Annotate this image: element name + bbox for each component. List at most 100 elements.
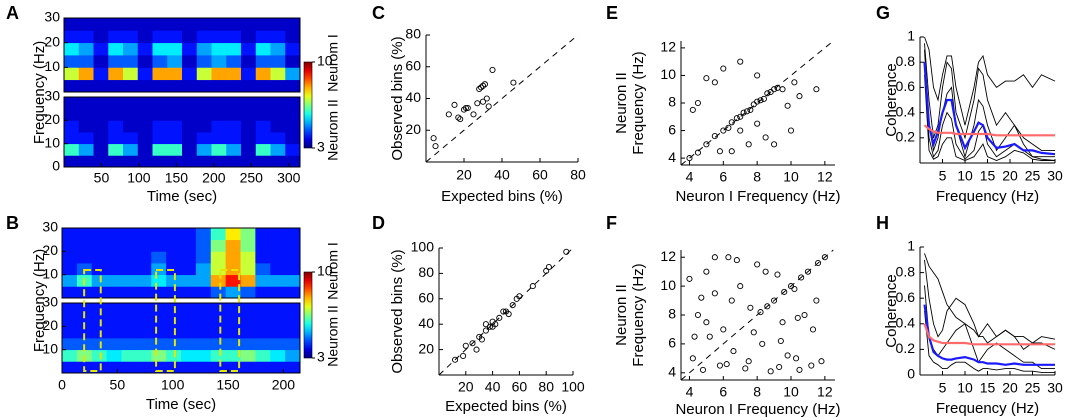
scatter-point xyxy=(813,297,820,304)
heatmap-cell xyxy=(167,30,183,44)
x-tick-label: 300 xyxy=(277,170,301,186)
heatmap-cell xyxy=(195,314,212,327)
y-tick-label: 10 xyxy=(44,58,60,74)
scatter-point xyxy=(733,115,740,122)
heatmap-cell xyxy=(240,361,256,374)
x-tick-label: 150 xyxy=(216,377,240,393)
heatmap-cell xyxy=(241,42,257,56)
heatmap-cell xyxy=(64,42,80,56)
x-tick-label: 100 xyxy=(561,379,585,395)
y-tick-label: 0.2 xyxy=(896,340,916,356)
x-axis-label: Time (sec) xyxy=(146,396,216,413)
x-tick-label: 20 xyxy=(458,379,474,395)
y-axis-label: Neuron II xyxy=(613,72,630,134)
y-tick-label: 0.8 xyxy=(896,263,916,279)
x-tick-label: 100 xyxy=(127,170,151,186)
y-tick-label: 6 xyxy=(668,335,676,351)
panel-label: D xyxy=(372,213,385,233)
y-tick-label: 8 xyxy=(668,306,676,322)
heatmap-cell xyxy=(210,303,227,316)
heatmap-cell xyxy=(210,228,227,241)
heatmap-cell xyxy=(108,55,124,68)
y-axis-label: Frequency (Hz) xyxy=(31,249,48,352)
x-tick-label: 10 xyxy=(957,380,973,396)
heatmap-cell xyxy=(121,338,137,351)
heatmap-cell xyxy=(62,303,78,316)
series-line xyxy=(923,124,1055,137)
heatmap-cell xyxy=(78,18,94,31)
plot-frame xyxy=(63,96,301,168)
scatter-point xyxy=(686,275,693,282)
heatmap-cell xyxy=(285,349,301,362)
heatmap-cell xyxy=(255,97,271,110)
heatmap-cell xyxy=(182,79,198,93)
series-line xyxy=(924,74,1055,161)
heatmap-cell xyxy=(151,286,167,299)
y-tick-label: 8 xyxy=(668,94,676,110)
scatter-point xyxy=(796,366,803,373)
heatmap-cell xyxy=(255,108,271,121)
scatter-point xyxy=(796,93,803,100)
heatmap-cell xyxy=(255,55,271,68)
heatmap-cell xyxy=(152,143,168,156)
heatmap-cell xyxy=(166,314,182,327)
series-line xyxy=(923,62,1056,156)
heatmap-cell xyxy=(195,338,212,351)
heatmap-cell xyxy=(106,338,122,351)
heatmap-cell xyxy=(137,108,153,121)
scatter-point xyxy=(457,116,464,123)
heatmap-cell xyxy=(91,274,108,287)
heatmap-cell xyxy=(241,18,257,31)
y-tick-label: 100 xyxy=(411,239,435,255)
heatmap-cell xyxy=(270,228,286,241)
scatter-point xyxy=(793,355,800,362)
x-tick-label: 200 xyxy=(202,170,226,186)
heatmap-cell xyxy=(136,314,152,327)
scatter-point xyxy=(804,268,811,275)
heatmap-cell xyxy=(226,79,242,93)
panel-label: G xyxy=(876,3,890,23)
heatmap-cell xyxy=(123,108,139,121)
heatmap-cell xyxy=(181,349,197,362)
heatmap-cell xyxy=(106,326,122,339)
scatter-point xyxy=(791,79,798,86)
heatmap-cell xyxy=(62,326,78,339)
heatmap-cell xyxy=(108,42,124,56)
heatmap-cell xyxy=(182,42,198,56)
scatter-point xyxy=(473,346,480,353)
heatmap-cell xyxy=(76,239,93,252)
series-line xyxy=(923,323,1055,346)
heatmap-cell xyxy=(123,55,139,68)
heatmap-cell xyxy=(225,338,241,351)
heatmap-cell xyxy=(62,228,78,241)
heatmap-cell xyxy=(91,286,108,299)
highlight-box xyxy=(219,269,241,372)
scatter-point xyxy=(711,290,718,297)
heatmap-cell xyxy=(181,228,197,241)
colorbar-label: Neurom II xyxy=(325,305,341,366)
y-tick-label: 30 xyxy=(42,219,58,235)
scatter-point xyxy=(698,294,705,301)
y-tick-label: 20 xyxy=(44,111,60,127)
plot-frame xyxy=(61,302,301,374)
y-tick-label: 10 xyxy=(660,66,676,82)
heatmap-cell xyxy=(210,326,227,339)
heatmap-cell xyxy=(93,155,109,168)
heatmap-cell xyxy=(195,263,212,276)
x-tick-label: 30 xyxy=(1047,168,1063,184)
heatmap-cell xyxy=(211,67,227,81)
heatmap-cell xyxy=(121,263,137,276)
scatter-point xyxy=(478,336,485,343)
heatmap-cell xyxy=(285,143,301,156)
heatmap-cell xyxy=(195,361,212,374)
x-tick-label: 80 xyxy=(570,167,586,183)
scatter-point xyxy=(529,283,536,290)
heatmap-cell xyxy=(78,97,94,110)
heatmap-cell xyxy=(240,228,256,241)
panel-label: A xyxy=(6,3,19,23)
x-axis-label: Neuron I Frequency (Hz) xyxy=(675,188,840,205)
heatmap-cell xyxy=(270,97,286,110)
heatmap-cell xyxy=(137,120,153,133)
heatmap-cell xyxy=(123,120,139,133)
heatmap-cell xyxy=(196,97,212,110)
